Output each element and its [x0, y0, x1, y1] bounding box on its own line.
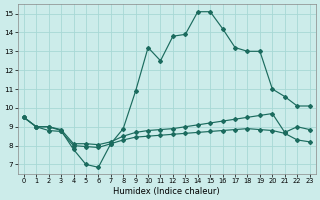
X-axis label: Humidex (Indice chaleur): Humidex (Indice chaleur) — [113, 187, 220, 196]
